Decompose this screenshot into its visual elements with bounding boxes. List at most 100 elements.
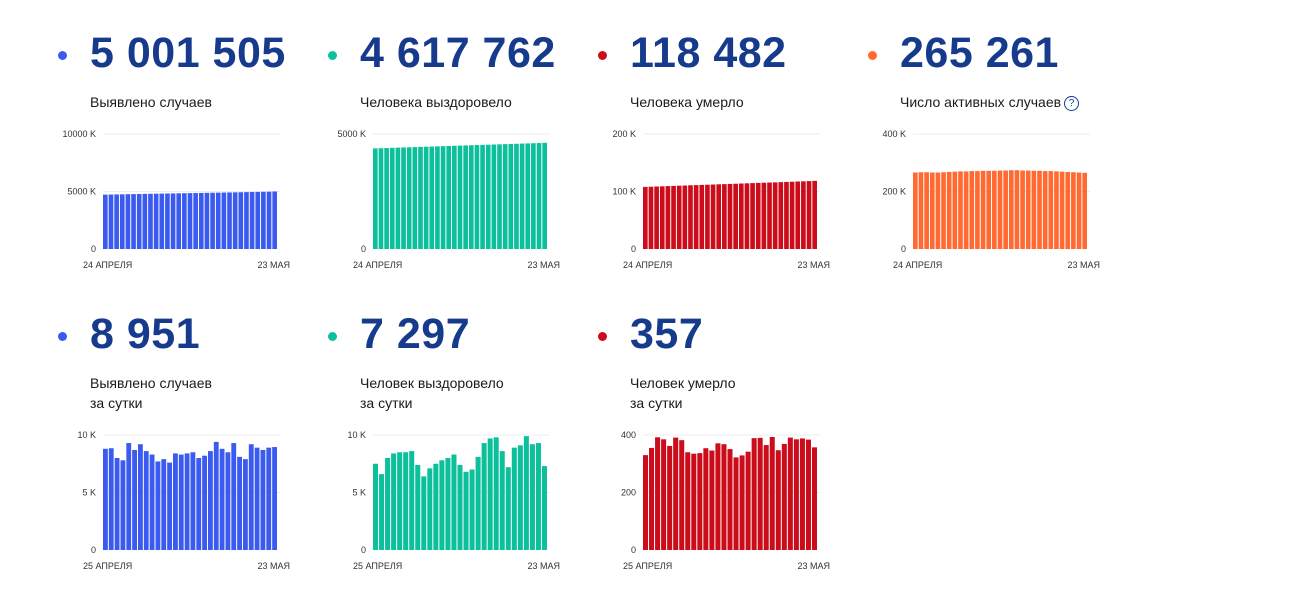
bar (138, 444, 143, 550)
bar (654, 186, 659, 249)
bar (260, 449, 266, 550)
bar (523, 436, 529, 550)
bar (108, 194, 114, 249)
bar (429, 146, 435, 249)
bar (1054, 171, 1059, 250)
bar (655, 437, 661, 550)
bar (1048, 171, 1054, 249)
x-start-label: 25 АПРЕЛЯ (83, 561, 132, 571)
bar (108, 448, 114, 550)
bar (439, 460, 445, 550)
bar (165, 193, 170, 249)
bar (778, 182, 784, 249)
total-value: 265 261 (900, 29, 1059, 77)
bar (397, 452, 403, 550)
bar (254, 447, 260, 550)
bar (1042, 171, 1048, 249)
bar (806, 181, 812, 249)
bar (733, 457, 739, 550)
y-tick-label: 0 (631, 244, 636, 254)
bar (389, 147, 395, 249)
bar (536, 143, 542, 249)
bar (403, 452, 409, 550)
bar (480, 144, 485, 249)
bar (409, 451, 415, 550)
card-label: Число активных случаев? (900, 92, 1080, 112)
bar (433, 463, 439, 550)
bar (452, 145, 457, 249)
bar (261, 191, 266, 249)
bar (248, 444, 254, 550)
chart: 0 5000 K 10000 K 24 АПРЕЛЯ 23 МАЯ (62, 129, 290, 270)
bar (738, 183, 744, 249)
card-daily-recovered: 7 297 Человек выздоровело за сутки 0 5 K 10… (328, 307, 578, 587)
bar (643, 455, 649, 551)
bar (682, 185, 688, 249)
x-end-label: 23 МАЯ (257, 561, 290, 571)
help-icon[interactable]: ? (1064, 96, 1080, 111)
daily-value: 8 951 (90, 310, 201, 358)
bar (378, 148, 384, 249)
series-dot (58, 51, 67, 60)
bar (457, 464, 463, 550)
y-tick-label: 10000 K (62, 129, 96, 139)
bar (161, 459, 167, 550)
card-total-recovered: 4 617 762 Человека выздоровело 0 5000 K 24… (328, 26, 578, 306)
bar (679, 440, 685, 550)
bar (266, 191, 272, 249)
bar (423, 146, 429, 249)
bar (691, 453, 697, 550)
x-end-label: 23 МАЯ (257, 260, 290, 270)
bar (772, 182, 778, 249)
bar (221, 192, 227, 249)
bar (986, 170, 992, 249)
bar (187, 193, 193, 249)
chart: 0 200 K 400 K 24 АПРЕЛЯ 23 МАЯ (882, 129, 1100, 270)
card-total-deaths: 118 482 Человека умерло 0 100 K 200 K 24 АП… (598, 26, 848, 306)
bar (1020, 170, 1025, 249)
bar (125, 194, 131, 249)
bar (688, 185, 693, 249)
chart: 0 5 K 10 K 25 АПРЕЛЯ 23 МАЯ (347, 430, 560, 571)
bar (485, 144, 491, 249)
bar (379, 474, 385, 550)
bar (119, 194, 125, 249)
bar (969, 171, 975, 249)
bar (935, 172, 941, 249)
bar (126, 443, 132, 550)
bar (1031, 170, 1037, 249)
bar (155, 461, 161, 550)
bar (190, 452, 196, 550)
bar (739, 455, 745, 550)
bar (114, 458, 120, 550)
bar (499, 451, 505, 550)
y-tick-label: 5 K (352, 488, 366, 498)
bar (941, 172, 946, 249)
bar (799, 438, 805, 550)
label-line: за сутки (630, 395, 683, 411)
bar (373, 148, 378, 250)
card-label: Человек выздоровело за сутки (360, 373, 504, 413)
bar (721, 444, 727, 550)
bar (148, 193, 153, 249)
bar (463, 471, 469, 550)
bar (114, 194, 119, 249)
bar (196, 458, 202, 550)
bar (204, 192, 210, 249)
bar (918, 172, 924, 249)
bar (249, 192, 255, 249)
bar (457, 145, 463, 249)
bar (391, 453, 397, 550)
series-dot (598, 51, 607, 60)
series-dot (868, 51, 877, 60)
bar (667, 445, 673, 550)
bar (421, 476, 427, 550)
bar (395, 147, 401, 249)
total-value: 4 617 762 (360, 29, 556, 77)
bar (705, 184, 710, 249)
bar (1082, 172, 1087, 249)
bar (751, 438, 757, 550)
label-line: Человек выздоровело (360, 375, 504, 391)
bar (542, 142, 547, 249)
bar (793, 439, 799, 550)
